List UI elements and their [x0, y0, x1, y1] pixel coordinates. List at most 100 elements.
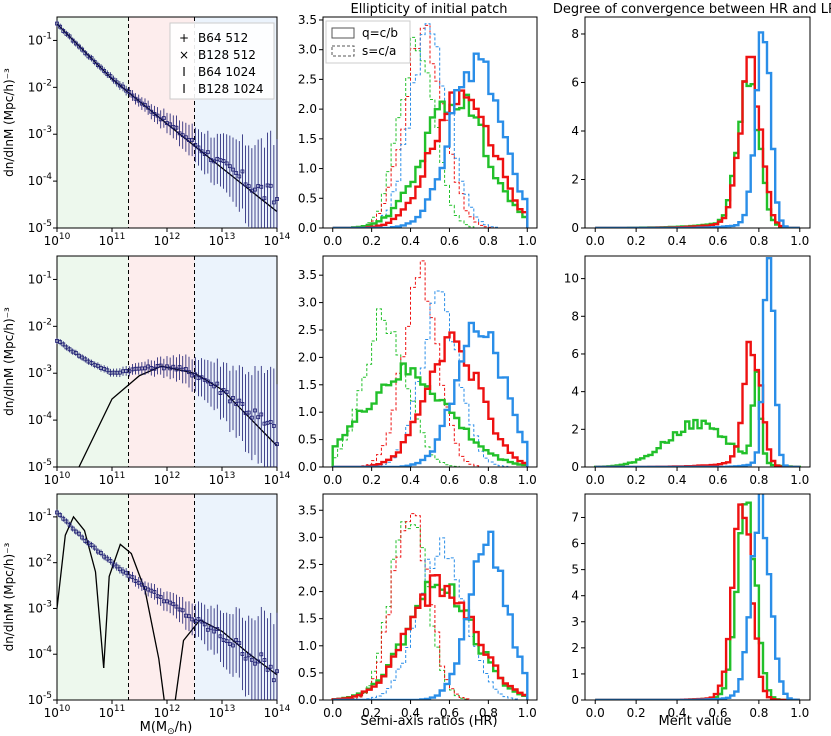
ytick-label: 3	[571, 615, 579, 629]
data-point	[262, 196, 267, 201]
xtick-label: 0.6	[708, 706, 727, 720]
mass-ytick-label: 10-5	[28, 219, 52, 235]
data-point	[64, 345, 69, 350]
data-point	[180, 133, 185, 138]
data-point	[240, 169, 245, 174]
mass-xtick-label: 1014	[264, 232, 291, 248]
data-point	[275, 669, 279, 674]
data-point	[171, 602, 176, 607]
legend-marker-0: +	[179, 31, 189, 45]
mass-xtick-label: 1010	[44, 232, 71, 248]
data-point	[130, 575, 135, 580]
data-point	[205, 379, 210, 384]
ytick-label: 8	[571, 309, 579, 323]
xtick-label: 0.8	[479, 473, 498, 487]
data-point	[105, 368, 110, 373]
band-mid-mass	[128, 494, 195, 700]
panel-bg	[585, 17, 810, 228]
data-point	[275, 442, 279, 447]
data-point	[174, 125, 179, 130]
data-point	[83, 51, 88, 56]
ytick-label: 3.5	[298, 13, 317, 27]
data-point	[168, 122, 173, 127]
xtick-label: 0.2	[627, 473, 646, 487]
ytick-label: 4	[571, 124, 579, 138]
data-point	[89, 56, 94, 61]
xtick-label: 0.4	[401, 234, 420, 248]
ytick-label: 2.0	[298, 585, 317, 599]
data-point	[246, 410, 251, 415]
blue-histogram-solid	[595, 31, 800, 228]
xtick-label: 1.0	[518, 706, 537, 720]
data-point	[249, 415, 254, 420]
data-point	[117, 567, 122, 572]
ytick-label: 2.5	[298, 323, 317, 337]
mass-xtick-label: 1013	[209, 232, 236, 248]
data-point	[174, 604, 179, 609]
data-point	[243, 656, 248, 661]
data-points	[55, 20, 279, 228]
data-point	[237, 398, 242, 403]
mass-xtick-label: 1013	[209, 704, 236, 720]
ytick-label: 0.5	[298, 191, 317, 205]
mass-panel-2: 1010 1011 1012 1013 1014 10-5 10-4 10-3 10-2 10-1…	[2, 255, 291, 487]
data-point	[224, 639, 229, 644]
data-point	[259, 652, 264, 657]
panel-bg	[323, 256, 537, 467]
data-point	[114, 80, 119, 85]
data-point	[58, 24, 63, 29]
data-point	[95, 363, 100, 368]
ytick-label: 0.0	[298, 221, 317, 235]
red-histogram-dashed	[332, 24, 528, 228]
data-point	[136, 98, 141, 103]
legend-marker-2: I	[182, 65, 186, 79]
data-point	[61, 516, 66, 521]
mass-panel-1: 1010 1011 1012 1013 1014 10-5 10-4 10-3 10-2 10-1…	[2, 16, 291, 248]
data-point	[253, 661, 257, 666]
ytick-label: 3.0	[298, 43, 317, 57]
data-point	[136, 580, 141, 585]
panel-frame	[322, 16, 538, 229]
data-point	[108, 74, 113, 79]
xtick-label: 0.8	[749, 234, 768, 248]
data-points	[55, 337, 279, 467]
data-point	[146, 105, 151, 110]
blue-histogram-solid	[332, 321, 529, 467]
ytick-label: 2.0	[298, 102, 317, 116]
xtick-label: 0.2	[627, 234, 646, 248]
xtick-label: 0.6	[440, 473, 459, 487]
mass-ytick-label: 10-5	[28, 458, 52, 474]
mass-ytick-label: 10-3	[28, 364, 52, 380]
data-point	[111, 562, 116, 567]
data-points	[55, 509, 279, 700]
xtick-label: 1.0	[790, 706, 809, 720]
red-histogram-dashed	[332, 260, 528, 467]
xtick-label: 0.4	[667, 706, 686, 720]
xtick-label: 0.2	[362, 234, 381, 248]
mass-xtick-label: 1011	[99, 704, 126, 720]
mass-xtick-label: 1013	[209, 471, 236, 487]
xtick-label: 0.0	[586, 234, 605, 248]
xtick-label: 0.2	[362, 706, 381, 720]
data-point	[70, 526, 75, 531]
mass-ylabel: dn/dlnM (Mpc/h)⁻³	[2, 68, 16, 177]
red-histogram-solid	[331, 574, 529, 700]
data-point	[275, 197, 279, 201]
data-point	[92, 545, 97, 550]
mass-ytick-label: 10-4	[28, 645, 53, 661]
xtick-label: 0.4	[667, 473, 686, 487]
legend-label-3: B128 1024	[198, 82, 264, 96]
data-point	[224, 390, 229, 394]
xtick-label: 0.0	[323, 473, 342, 487]
ytick-label: 2	[571, 172, 579, 186]
data-point	[161, 116, 166, 121]
ytick-label: 1.0	[298, 405, 317, 419]
data-point	[180, 608, 185, 613]
blue-histogram-dashed	[332, 537, 528, 700]
legend-swatch-dashed	[331, 45, 355, 57]
green-histogram-solid	[331, 362, 529, 467]
ytick-label: 0.5	[298, 433, 317, 447]
data-point	[268, 664, 273, 669]
data-point	[67, 522, 72, 527]
xlabel-ratios: Semi-axis ratios (HR)	[360, 714, 497, 729]
